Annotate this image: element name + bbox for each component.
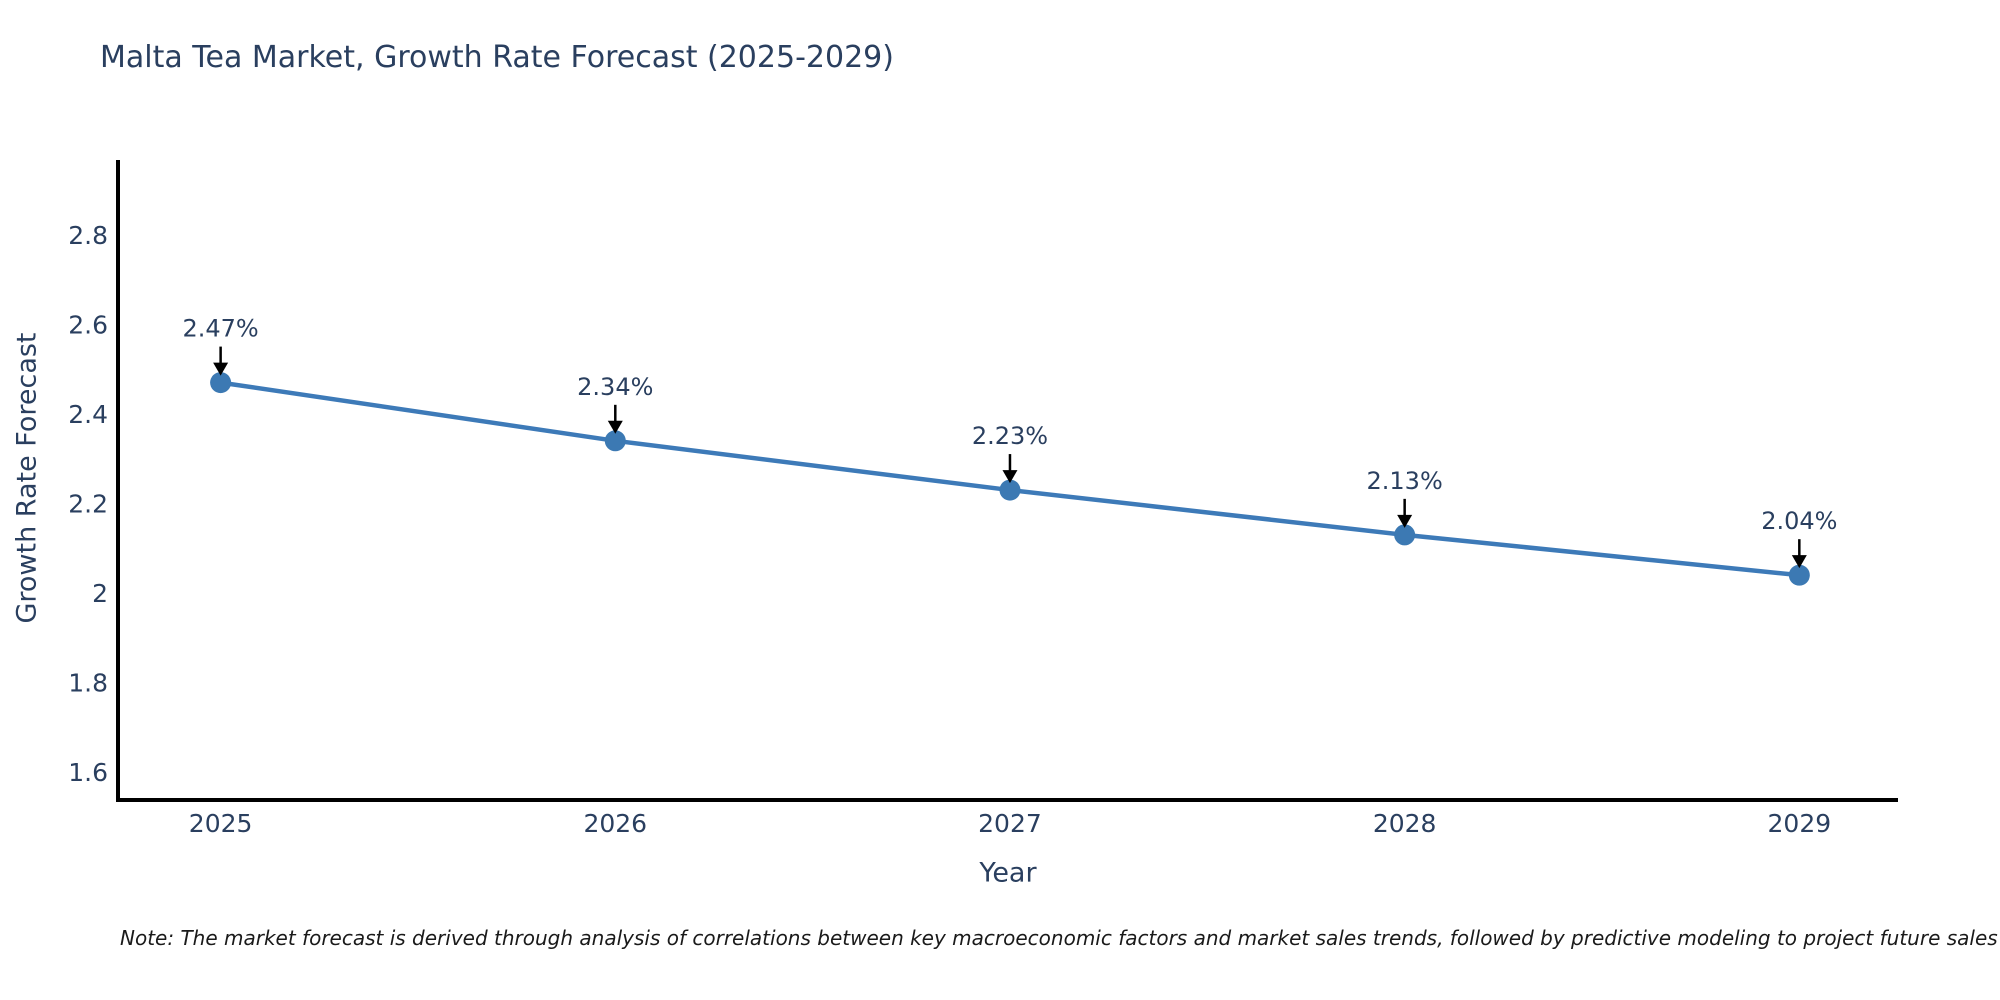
annotation-arrow-head xyxy=(1002,470,1018,484)
y-tick-label: 2.6 xyxy=(68,310,108,339)
annotation-arrow-head xyxy=(213,362,229,376)
annotation-arrow-head xyxy=(1397,514,1413,528)
y-tick-label: 1.8 xyxy=(68,669,108,698)
data-point xyxy=(210,372,232,394)
y-tick-label: 2 xyxy=(92,579,108,608)
x-tick-label: 2029 xyxy=(1768,809,1832,838)
data-point xyxy=(1394,524,1416,546)
x-tick-label: 2027 xyxy=(978,809,1042,838)
y-tick-label: 2.4 xyxy=(68,400,108,429)
y-tick-label: 2.8 xyxy=(68,221,108,250)
x-tick-label: 2026 xyxy=(583,809,647,838)
data-point xyxy=(604,430,626,452)
data-point-label: 2.23% xyxy=(972,422,1048,450)
chart-title: Malta Tea Market, Growth Rate Forecast (… xyxy=(100,40,894,75)
data-point-label: 2.04% xyxy=(1761,507,1837,535)
x-tick-label: 2025 xyxy=(189,809,253,838)
annotation-arrow-head xyxy=(1791,555,1807,569)
data-point xyxy=(999,479,1021,501)
x-axis-title: Year xyxy=(979,857,1037,889)
annotation-arrow-head xyxy=(607,420,623,434)
x-tick-label: 2028 xyxy=(1373,809,1437,838)
data-point-label: 2.13% xyxy=(1367,467,1443,495)
data-point-label: 2.47% xyxy=(182,315,258,343)
y-tick-label: 1.6 xyxy=(68,758,108,787)
data-point xyxy=(1788,564,1810,586)
y-tick-label: 2.2 xyxy=(68,490,108,519)
footnote: Note: The market forecast is derived thr… xyxy=(120,926,1998,950)
y-axis-title: Growth Rate Forecast xyxy=(11,332,43,624)
data-point-label: 2.34% xyxy=(577,373,653,401)
